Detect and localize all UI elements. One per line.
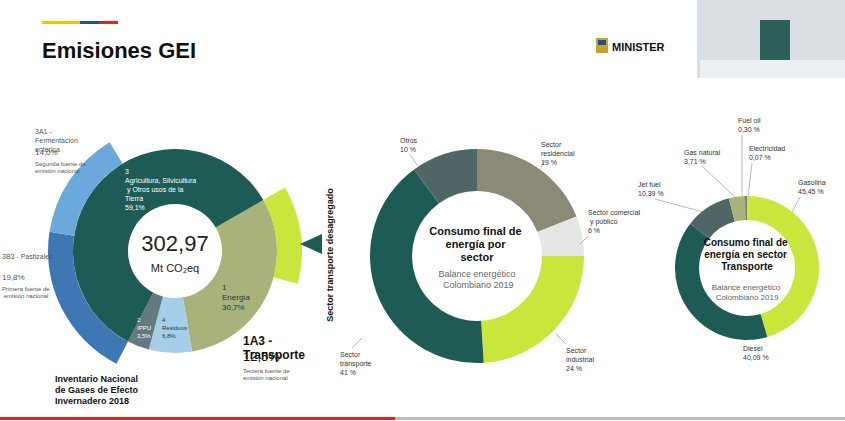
- svg-text:19 %: 19 %: [541, 159, 557, 166]
- svg-text:y público: y público: [588, 218, 618, 226]
- svg-text:Colombiano 2019: Colombiano 2019: [440, 280, 513, 290]
- svg-text:302,97: 302,97: [141, 231, 208, 256]
- svg-text:10 %: 10 %: [400, 146, 416, 153]
- svg-text:24 %: 24 %: [566, 365, 582, 372]
- svg-text:14,0%: 14,0%: [35, 148, 58, 157]
- svg-text:Jet fuel: Jet fuel: [638, 181, 661, 188]
- svg-text:1A3 -: 1A3 -: [243, 334, 276, 348]
- svg-text:2: 2: [137, 317, 141, 323]
- svg-text:Agricultura, Silvicultura: Agricultura, Silvicultura: [125, 177, 196, 185]
- svg-text:IPPU: IPPU: [137, 325, 151, 331]
- svg-text:y Otros usos de la: y Otros usos de la: [125, 186, 185, 194]
- svg-text:Gasolina: Gasolina: [798, 179, 826, 186]
- svg-text:6,8%: 6,8%: [162, 333, 176, 339]
- svg-text:0,30 %: 0,30 %: [738, 126, 760, 133]
- svg-text:1: 1: [222, 283, 227, 292]
- svg-text:Sector transporte desagregado: Sector transporte desagregado: [325, 188, 335, 322]
- svg-text:energía en sector: energía en sector: [704, 249, 790, 260]
- svg-text:3,5%: 3,5%: [137, 333, 151, 339]
- svg-text:de Gases de Efecto: de Gases de Efecto: [55, 385, 141, 395]
- svg-text:Energía: Energía: [222, 293, 251, 302]
- svg-text:Balance energético: Balance energético: [438, 269, 515, 279]
- svg-text:Otros: Otros: [400, 137, 418, 144]
- svg-text:Gas natural: Gas natural: [684, 149, 721, 156]
- svg-text:Transporte: Transporte: [721, 261, 773, 272]
- svg-text:emisión nacional: emisión nacional: [2, 293, 48, 299]
- svg-text:Balance energético: Balance energético: [712, 283, 783, 292]
- svg-text:emisión nacional: emisión nacional: [243, 375, 288, 381]
- svg-text:residencial: residencial: [541, 150, 575, 157]
- svg-text:emisión nacional: emisión nacional: [35, 168, 80, 174]
- svg-text:Emisiones GEI: Emisiones GEI: [42, 38, 196, 63]
- svg-text:Fermentación: Fermentación: [35, 137, 80, 144]
- svg-text:12,5%: 12,5%: [243, 349, 280, 364]
- svg-text:3A1 -: 3A1 -: [35, 128, 54, 135]
- svg-text:Primera fuente de: Primera fuente de: [2, 286, 50, 292]
- svg-text:Residuos: Residuos: [162, 325, 187, 331]
- svg-text:Fuel oil: Fuel oil: [738, 117, 761, 124]
- svg-text:industrial: industrial: [566, 356, 594, 363]
- svg-text:Inventario Nacional: Inventario Nacional: [55, 374, 141, 384]
- svg-text:10,39 %: 10,39 %: [638, 190, 664, 197]
- svg-text:19,8%: 19,8%: [2, 273, 25, 282]
- svg-text:Colombiano 2019: Colombiano 2019: [716, 293, 779, 302]
- svg-text:Sector: Sector: [566, 347, 588, 354]
- svg-text:Sector: Sector: [340, 351, 362, 358]
- svg-text:MINISTER: MINISTER: [612, 41, 665, 53]
- svg-text:energía por: energía por: [446, 238, 509, 250]
- svg-text:Tierra: Tierra: [125, 195, 143, 202]
- svg-text:4: 4: [162, 317, 166, 323]
- svg-text:40,09 %: 40,09 %: [743, 354, 769, 361]
- svg-text:30,7%: 30,7%: [222, 303, 245, 312]
- svg-text:Segunda fuente de: Segunda fuente de: [35, 161, 87, 167]
- svg-text:sector: sector: [460, 251, 494, 263]
- svg-text:6 %: 6 %: [588, 227, 600, 234]
- svg-text:41 %: 41 %: [340, 369, 356, 376]
- svg-text:0,07 %: 0,07 %: [749, 154, 771, 161]
- svg-text:Diesel: Diesel: [743, 345, 763, 352]
- svg-text:Sector comercial: Sector comercial: [588, 209, 641, 216]
- svg-text:Tercera fuente de: Tercera fuente de: [243, 368, 291, 374]
- svg-text:Electricidad: Electricidad: [749, 145, 785, 152]
- svg-text:45,45 %: 45,45 %: [798, 188, 824, 195]
- svg-text:Consumo final de: Consumo final de: [704, 237, 791, 248]
- svg-text:Mt CO₂eq: Mt CO₂eq: [151, 262, 199, 274]
- svg-text:3: 3: [125, 168, 129, 175]
- svg-text:transporte: transporte: [340, 360, 372, 368]
- svg-text:3B3 - Pastizales: 3B3 - Pastizales: [2, 253, 53, 260]
- svg-text:Consumo final de: Consumo final de: [429, 225, 524, 237]
- svg-text:3,71 %: 3,71 %: [684, 158, 706, 165]
- svg-text:Sector: Sector: [541, 141, 563, 148]
- svg-text:Invernadero 2018: Invernadero 2018: [55, 396, 129, 406]
- svg-text:59,1%: 59,1%: [125, 204, 145, 211]
